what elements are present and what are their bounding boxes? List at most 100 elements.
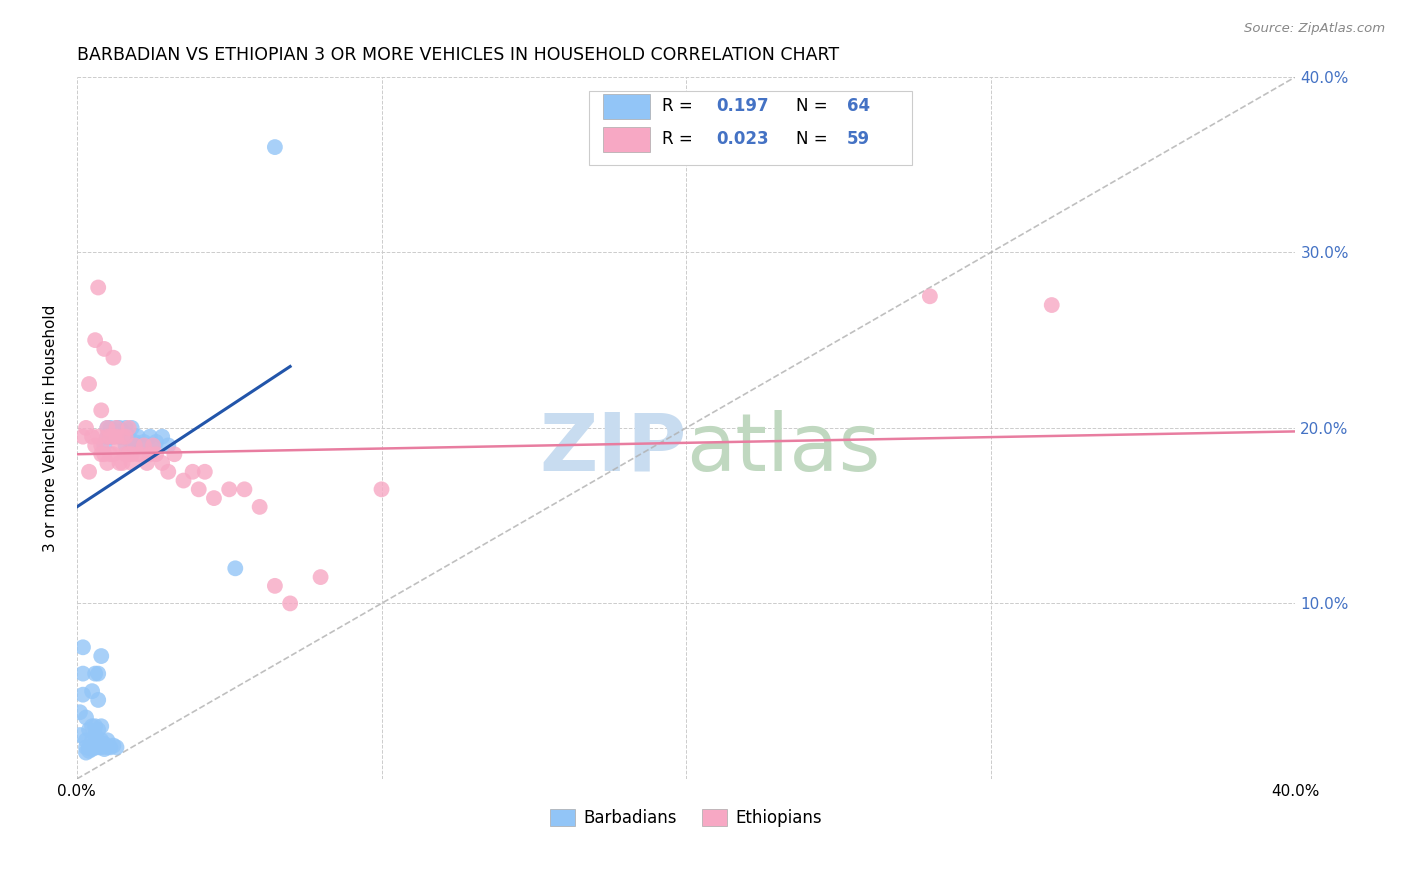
Point [82, 719, 104, 733]
Text: R =: R = [662, 130, 697, 148]
Point [84, 719, 107, 733]
Point [157, 465, 180, 479]
Legend: Barbadians, Ethiopians: Barbadians, Ethiopians [544, 802, 828, 834]
Point [142, 438, 165, 452]
Point [72, 688, 94, 702]
Point [87, 737, 110, 751]
Point [72, 666, 94, 681]
Point [111, 430, 134, 444]
Point [114, 430, 136, 444]
Point [100, 447, 122, 461]
Point [100, 430, 122, 444]
Point [75, 746, 97, 760]
Point [187, 483, 209, 497]
Point [84, 333, 107, 347]
Point [72, 430, 94, 444]
Point [77, 740, 100, 755]
Point [918, 289, 941, 303]
Point [84, 438, 107, 452]
Point [194, 465, 217, 479]
Point [132, 438, 155, 452]
Point [129, 438, 152, 452]
Point [127, 430, 149, 444]
Point [108, 430, 131, 444]
Point [121, 456, 143, 470]
Point [87, 723, 110, 737]
Point [124, 438, 146, 452]
Point [111, 456, 134, 470]
Point [139, 430, 162, 444]
Point [84, 740, 107, 755]
Point [84, 728, 107, 742]
Text: BARBADIAN VS ETHIOPIAN 3 OR MORE VEHICLES IN HOUSEHOLD CORRELATION CHART: BARBADIAN VS ETHIOPIAN 3 OR MORE VEHICLE… [77, 46, 839, 64]
Point [129, 447, 152, 461]
Point [124, 434, 146, 449]
Point [150, 430, 173, 444]
Point [87, 693, 110, 707]
Point [118, 430, 141, 444]
Point [96, 421, 118, 435]
Point [118, 421, 141, 435]
Point [90, 733, 112, 747]
Point [82, 742, 104, 756]
Point [82, 684, 104, 698]
Point [96, 740, 118, 755]
Point [87, 280, 110, 294]
Point [145, 447, 167, 461]
Point [142, 438, 165, 452]
Point [114, 447, 136, 461]
Y-axis label: 3 or more Vehicles in Household: 3 or more Vehicles in Household [44, 304, 58, 551]
Text: Source: ZipAtlas.com: Source: ZipAtlas.com [1244, 22, 1385, 36]
Point [264, 140, 287, 154]
Point [105, 740, 128, 755]
Point [93, 737, 115, 751]
Point [105, 421, 128, 435]
Point [105, 421, 128, 435]
Point [96, 430, 118, 444]
Point [96, 421, 118, 435]
Point [111, 425, 134, 439]
Point [181, 465, 204, 479]
FancyBboxPatch shape [603, 94, 650, 119]
Point [90, 740, 112, 755]
Text: N =: N = [796, 97, 832, 115]
Point [75, 710, 97, 724]
Point [224, 561, 246, 575]
Text: 0.023: 0.023 [717, 130, 769, 148]
Point [77, 465, 100, 479]
Point [105, 430, 128, 444]
Point [132, 434, 155, 449]
Point [96, 456, 118, 470]
Point [218, 483, 240, 497]
Point [93, 447, 115, 461]
Point [90, 438, 112, 452]
Point [278, 596, 301, 610]
Point [75, 733, 97, 747]
Point [96, 733, 118, 747]
Point [93, 342, 115, 356]
Point [202, 491, 225, 505]
Text: R =: R = [662, 97, 697, 115]
Point [139, 447, 162, 461]
Text: N =: N = [796, 130, 832, 148]
Point [150, 456, 173, 470]
Point [163, 447, 186, 461]
Point [1040, 298, 1063, 312]
Point [108, 438, 131, 452]
FancyBboxPatch shape [589, 91, 911, 165]
Point [82, 430, 104, 444]
Text: 0.197: 0.197 [717, 97, 769, 115]
Point [103, 447, 125, 461]
Point [121, 447, 143, 461]
FancyBboxPatch shape [603, 127, 650, 152]
Point [370, 483, 392, 497]
Point [103, 739, 125, 753]
Text: 64: 64 [846, 97, 870, 115]
Point [103, 351, 125, 365]
Point [87, 666, 110, 681]
Text: atlas: atlas [686, 410, 880, 488]
Point [118, 447, 141, 461]
Point [103, 430, 125, 444]
Point [309, 570, 332, 584]
Point [84, 666, 107, 681]
